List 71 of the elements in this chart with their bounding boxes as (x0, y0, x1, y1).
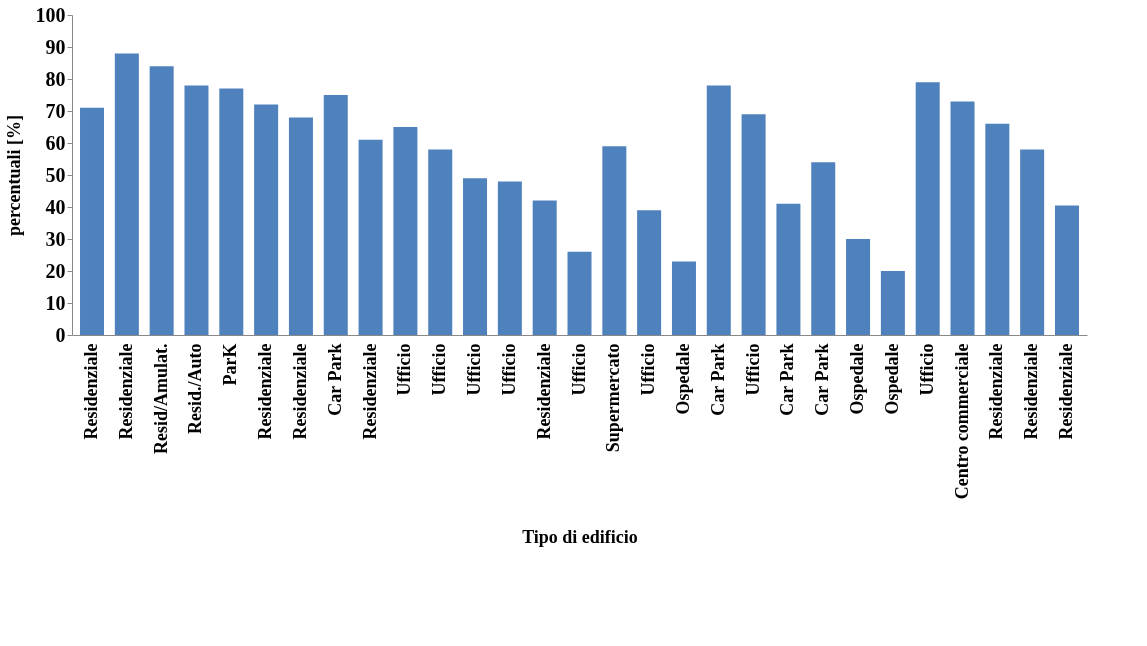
bar (428, 149, 453, 335)
bar (567, 251, 592, 335)
bar (1020, 149, 1045, 335)
y-tick-label: 80 (45, 67, 66, 90)
bar (915, 82, 940, 335)
bar (811, 162, 836, 335)
x-tick-label: Car Park (707, 343, 728, 416)
x-tick-label: Ufficio (429, 343, 450, 396)
y-tick-label: 0 (55, 323, 66, 346)
y-tick-label: 70 (45, 99, 66, 122)
x-tick-label: Ufficio (916, 343, 937, 396)
bar (254, 104, 279, 335)
x-tick-label: Residenziale (359, 343, 380, 440)
x-tick-label: Resid/Amulat. (150, 343, 171, 455)
bar (393, 127, 418, 335)
bar (219, 88, 244, 335)
bar (671, 261, 696, 335)
bar (497, 181, 522, 335)
bar (741, 114, 766, 335)
bar (323, 95, 348, 335)
x-tick-label: Residenziale (115, 343, 136, 440)
x-tick-label: Car Park (777, 343, 798, 416)
bar (950, 101, 975, 335)
x-tick-label: Residenziale (255, 343, 276, 440)
x-tick-label: Supermercato (603, 343, 624, 453)
x-tick-label: Ospedale (881, 343, 902, 415)
x-tick-label: Residenziale (289, 343, 310, 440)
y-tick-label: 40 (45, 195, 66, 218)
y-axis-title: percentuali [%] (3, 114, 24, 237)
y-tick-label: 20 (45, 259, 66, 282)
bar (532, 200, 557, 335)
bar (80, 107, 105, 335)
x-tick-label: Ufficio (394, 343, 415, 396)
x-tick-label: Ufficio (464, 343, 485, 396)
y-tick-label: 50 (45, 163, 66, 186)
y-tick-label: 90 (45, 35, 66, 58)
bar (1054, 205, 1079, 335)
bar (846, 239, 871, 335)
y-tick-label: 10 (45, 291, 66, 314)
x-tick-label: Ufficio (568, 343, 589, 396)
bar (114, 53, 139, 335)
bar (637, 210, 662, 335)
x-axis-title: Tipo di edificio (522, 527, 638, 548)
bar (149, 66, 174, 335)
x-tick-label: Car Park (812, 343, 833, 416)
bar (776, 203, 801, 335)
x-tick-label: Centro commerciale (951, 343, 972, 500)
x-tick-label: Car Park (324, 343, 345, 416)
bar (463, 178, 488, 335)
y-tick-label: 100 (35, 3, 66, 26)
x-tick-label: Residenziale (1055, 343, 1076, 440)
bar (288, 117, 313, 335)
x-tick-label: Residenziale (1021, 343, 1042, 440)
x-tick-label: Residenziale (81, 343, 102, 440)
bar (184, 85, 209, 335)
x-tick-label: Residenziale (533, 343, 554, 440)
bar (985, 123, 1010, 335)
bar (880, 271, 905, 335)
bar (358, 139, 383, 335)
x-tick-label: Residenziale (986, 343, 1007, 440)
x-tick-label: Ufficio (498, 343, 519, 396)
x-tick-label: Ospedale (672, 343, 693, 415)
x-tick-label: Ospedale (847, 343, 868, 415)
bar (602, 146, 627, 335)
x-tick-label: Resid./Auto (185, 343, 206, 435)
x-tick-label: Ufficio (638, 343, 659, 396)
bar (706, 85, 731, 335)
x-tick-label: Ufficio (742, 343, 763, 396)
x-tick-label: ParK (220, 343, 241, 386)
y-tick-label: 60 (45, 131, 66, 154)
y-tick-label: 30 (45, 227, 66, 250)
